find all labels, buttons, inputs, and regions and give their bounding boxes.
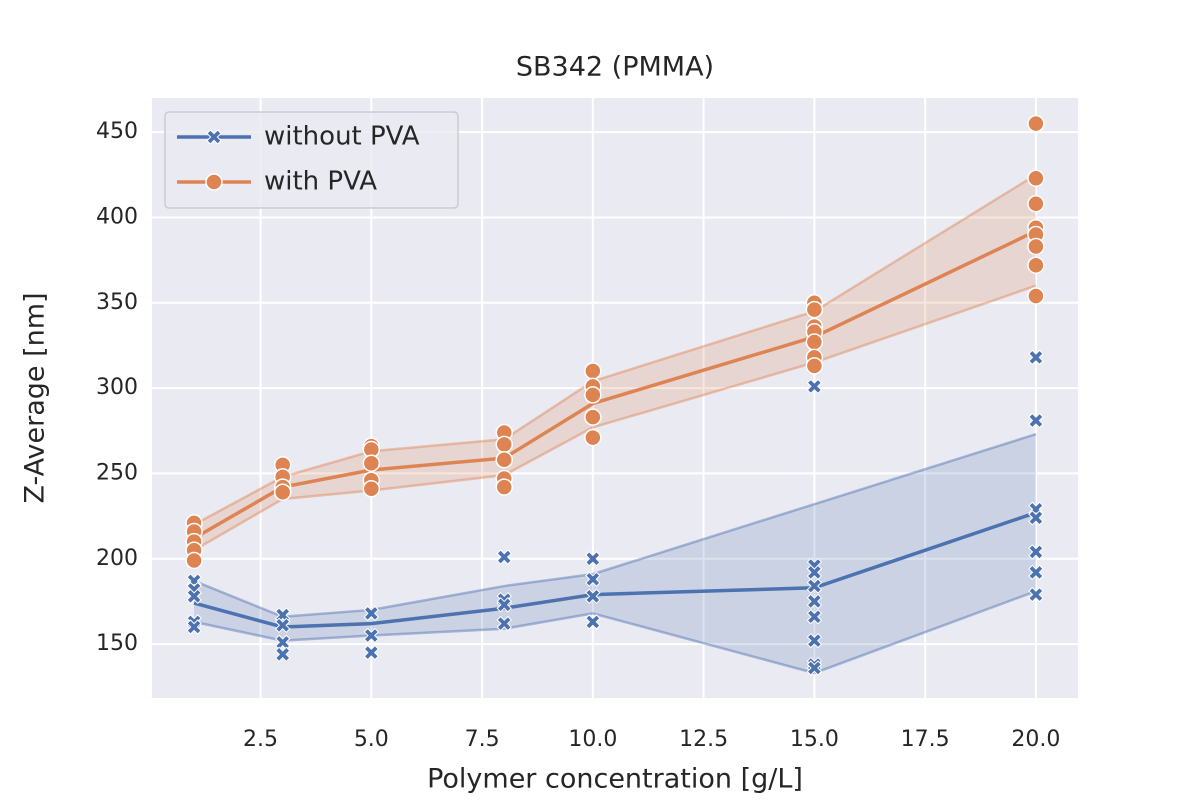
x-tick-label: 7.5 <box>465 727 500 752</box>
circle-marker <box>584 408 602 426</box>
x-marker <box>806 593 823 610</box>
x-tick-label: 15.0 <box>790 727 839 752</box>
ci-band <box>194 174 1036 551</box>
ci-band <box>194 434 1036 674</box>
circle-marker <box>1027 114 1045 133</box>
x-marker <box>806 609 823 625</box>
x-tick-label: 2.5 <box>243 727 278 752</box>
x-marker <box>585 614 601 630</box>
y-tick-label: 350 <box>96 290 138 315</box>
circle-marker <box>584 386 602 404</box>
circle-marker <box>1027 195 1045 213</box>
circle-marker <box>495 435 513 454</box>
chart-title: SB342 (PMMA) <box>516 52 714 83</box>
x-marker <box>1028 544 1044 560</box>
x-marker <box>585 571 601 587</box>
y-tick-label: 150 <box>96 631 138 656</box>
x-marker <box>806 378 823 395</box>
x-marker <box>585 588 601 605</box>
x-marker <box>363 644 380 661</box>
legend-label: with PVA <box>264 167 377 197</box>
legend-label: without PVA <box>264 122 420 152</box>
y-tick-label: 300 <box>96 375 138 400</box>
legend-marker <box>206 129 222 145</box>
x-tick-label: 17.5 <box>901 727 950 752</box>
x-marker <box>1028 586 1044 603</box>
x-marker <box>1028 349 1044 366</box>
x-marker <box>496 549 512 565</box>
x-marker <box>806 578 823 594</box>
circle-marker <box>495 478 513 496</box>
circle-marker <box>495 451 513 469</box>
x-marker <box>186 619 202 635</box>
circle-marker <box>1027 237 1045 256</box>
x-tick-label: 20.0 <box>1011 727 1060 752</box>
circle-marker <box>805 333 824 351</box>
x-marker <box>1028 564 1044 581</box>
circle-marker <box>805 300 824 319</box>
legend-marker <box>205 173 223 191</box>
circle-marker <box>273 483 292 501</box>
y-axis-label: Z-Average [nm] <box>20 292 51 503</box>
circle-marker <box>362 454 381 472</box>
circle-marker <box>362 480 381 498</box>
circle-marker <box>1027 169 1045 187</box>
y-tick-label: 250 <box>96 460 138 485</box>
x-marker <box>496 615 512 632</box>
x-tick-label: 10.0 <box>568 727 617 752</box>
circle-marker <box>1027 287 1045 305</box>
circle-marker <box>805 357 824 375</box>
x-marker <box>363 627 380 644</box>
circle-marker <box>1027 256 1045 274</box>
x-axis-label: Polymer concentration [g/L] <box>427 764 803 795</box>
circle-marker <box>584 428 602 447</box>
x-marker <box>1028 412 1044 429</box>
y-tick-label: 400 <box>96 204 138 229</box>
y-tick-label: 450 <box>96 119 138 144</box>
y-tick-label: 200 <box>96 546 138 571</box>
x-marker <box>186 588 202 605</box>
x-marker <box>274 617 291 634</box>
x-marker <box>496 597 512 613</box>
x-marker <box>806 632 823 649</box>
x-marker <box>274 646 291 663</box>
circle-marker <box>185 551 203 570</box>
x-tick-label: 5.0 <box>354 727 389 752</box>
x-marker <box>363 605 380 622</box>
circle-marker <box>584 362 602 380</box>
x-tick-label: 12.5 <box>679 727 728 752</box>
x-marker <box>806 660 823 676</box>
x-marker <box>585 551 601 567</box>
x-marker <box>1028 510 1044 526</box>
